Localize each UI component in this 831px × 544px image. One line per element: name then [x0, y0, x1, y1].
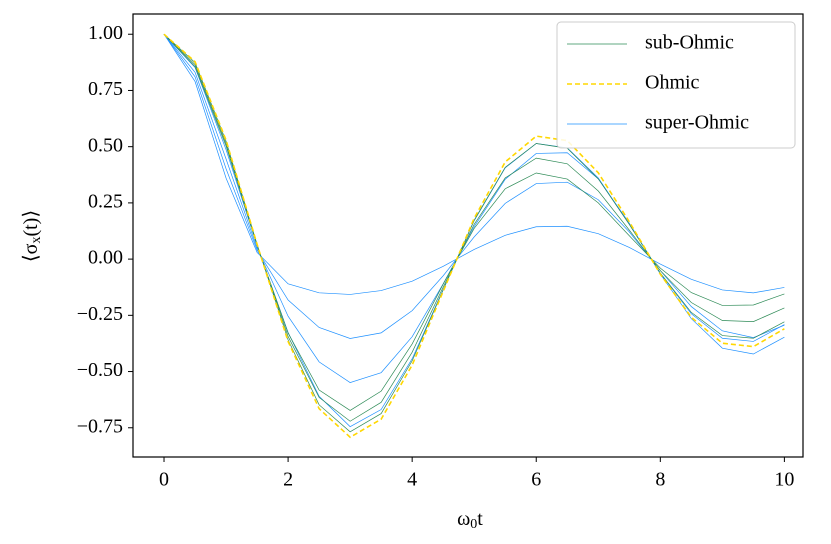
plot-frame — [132, 13, 804, 458]
y-tick-label: −0.25 — [77, 303, 123, 325]
x-tick-label: 10 — [774, 469, 794, 491]
y-label-rest: (t)⟩ — [20, 210, 42, 237]
series-line — [163, 34, 785, 339]
legend-box — [556, 21, 796, 149]
y-tick-label: 0.50 — [88, 134, 123, 156]
legend-label: sub-Ohmic — [645, 32, 734, 54]
y-tick-label: 0.00 — [88, 247, 123, 269]
x-tick-label: 6 — [531, 469, 541, 491]
legend-label: Ohmic — [645, 72, 700, 94]
legend-label: super-Ohmic — [645, 112, 749, 134]
y-label-main: ⟨σ — [20, 243, 42, 262]
y-tick-label: −0.75 — [77, 415, 123, 437]
x-tick-label: 8 — [655, 469, 665, 491]
y-tick-label: 0.25 — [88, 190, 123, 212]
y-label-sub: x — [29, 237, 44, 244]
series-line — [163, 34, 785, 383]
x-axis-label: ω0t — [457, 508, 483, 533]
y-tick-label: 1.00 — [88, 22, 123, 44]
series-line — [163, 34, 785, 295]
y-tick-label: −0.50 — [77, 359, 123, 381]
y-tick-label: 0.75 — [88, 78, 123, 100]
y-axis-label: ⟨σx(t)⟩ — [20, 210, 45, 262]
x-tick-label: 0 — [159, 469, 169, 491]
series-line — [163, 33, 785, 439]
x-label-sub: 0 — [470, 517, 477, 532]
x-tick-label: 2 — [283, 469, 293, 491]
x-tick-label: 4 — [407, 469, 417, 491]
x-label-main: ω — [457, 508, 470, 530]
x-label-rest: t — [477, 508, 483, 530]
